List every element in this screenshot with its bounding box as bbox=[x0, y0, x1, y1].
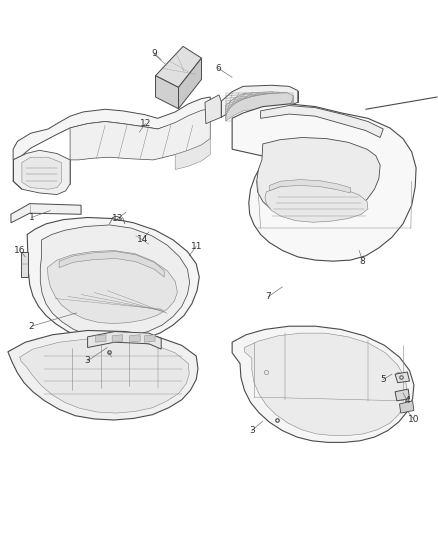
Polygon shape bbox=[95, 335, 106, 342]
Text: 14: 14 bbox=[137, 236, 148, 244]
Text: 16: 16 bbox=[14, 246, 25, 255]
Polygon shape bbox=[40, 225, 190, 338]
Text: 13: 13 bbox=[112, 214, 123, 223]
Polygon shape bbox=[226, 92, 293, 121]
Text: 1: 1 bbox=[28, 213, 35, 222]
Polygon shape bbox=[261, 106, 383, 138]
Polygon shape bbox=[11, 204, 81, 223]
Polygon shape bbox=[13, 150, 70, 195]
Polygon shape bbox=[257, 138, 380, 221]
Polygon shape bbox=[88, 332, 161, 349]
Polygon shape bbox=[399, 401, 414, 413]
Polygon shape bbox=[20, 338, 189, 413]
Polygon shape bbox=[145, 335, 155, 342]
Polygon shape bbox=[47, 251, 177, 324]
Polygon shape bbox=[27, 217, 199, 342]
Polygon shape bbox=[232, 104, 416, 261]
Text: 9: 9 bbox=[151, 49, 157, 58]
Polygon shape bbox=[59, 252, 164, 277]
Polygon shape bbox=[244, 333, 407, 435]
Text: 2: 2 bbox=[29, 322, 34, 330]
Polygon shape bbox=[265, 184, 368, 222]
Text: 11: 11 bbox=[191, 242, 202, 251]
Polygon shape bbox=[13, 97, 210, 160]
Polygon shape bbox=[130, 335, 140, 342]
Polygon shape bbox=[8, 330, 198, 420]
Polygon shape bbox=[395, 372, 410, 383]
Text: 7: 7 bbox=[265, 293, 271, 301]
Polygon shape bbox=[178, 58, 201, 109]
Text: 5: 5 bbox=[380, 375, 386, 384]
Text: 6: 6 bbox=[215, 64, 221, 72]
Polygon shape bbox=[175, 139, 210, 169]
Polygon shape bbox=[395, 389, 410, 401]
Text: 12: 12 bbox=[140, 119, 151, 128]
Text: 3: 3 bbox=[85, 357, 91, 365]
Text: 3: 3 bbox=[249, 426, 255, 435]
Polygon shape bbox=[269, 180, 350, 193]
Text: 4: 4 bbox=[405, 397, 410, 405]
Text: 8: 8 bbox=[360, 257, 366, 265]
Polygon shape bbox=[205, 95, 221, 124]
Polygon shape bbox=[22, 157, 61, 189]
Polygon shape bbox=[112, 335, 123, 342]
Polygon shape bbox=[232, 326, 414, 442]
Polygon shape bbox=[21, 252, 28, 277]
Polygon shape bbox=[221, 85, 298, 117]
Polygon shape bbox=[155, 46, 201, 87]
Polygon shape bbox=[155, 76, 178, 109]
Polygon shape bbox=[70, 109, 210, 160]
Text: 10: 10 bbox=[408, 415, 420, 424]
